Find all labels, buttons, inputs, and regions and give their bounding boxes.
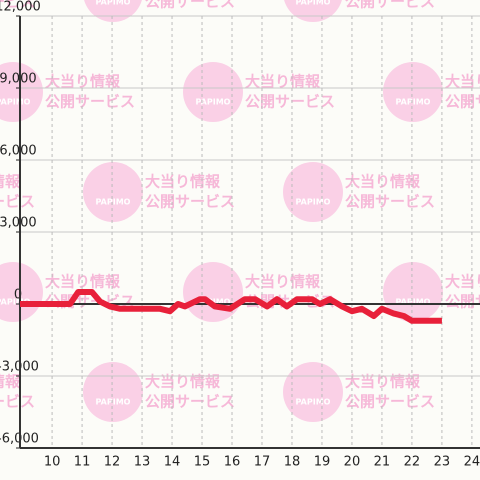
- x-tick-label: 15: [194, 455, 211, 470]
- x-tick-label: 16: [224, 455, 241, 470]
- watermark-text: 公開サービス: [145, 0, 235, 11]
- watermark-circle: [183, 62, 243, 122]
- y-tick-label: 6,000: [0, 144, 37, 159]
- watermark-text: 大当り情報: [0, 373, 21, 391]
- watermark-brand: PAPIMO: [396, 98, 431, 107]
- watermark-circle: [383, 262, 443, 322]
- y-tick-label: 9,000: [0, 72, 37, 87]
- watermark-text: 公開サービス: [0, 393, 35, 411]
- watermark-text: 大当り情報: [445, 273, 480, 291]
- x-tick-label: 18: [284, 455, 301, 470]
- y-tick-label: 3,000: [0, 216, 37, 231]
- x-tick-label: 19: [314, 455, 331, 470]
- x-tick-label: 14: [164, 455, 181, 470]
- watermark-brand: PAPIMO: [0, 98, 31, 107]
- x-tick-label: 23: [434, 455, 451, 470]
- x-tick-label: 10: [44, 455, 61, 470]
- watermarks: PAPIMO大当り情報公開サービスPAPIMO大当り情報公開サービスPAPIMO…: [0, 0, 480, 422]
- x-tick-label: 11: [74, 455, 91, 470]
- watermark-brand: PAPIMO: [296, 198, 331, 207]
- watermark-brand: PAPIMO: [396, 298, 431, 307]
- watermark-text: 公開サービス: [345, 0, 435, 11]
- x-tick-label: 21: [374, 455, 391, 470]
- y-tick-label: 0: [14, 288, 22, 303]
- watermark-circle: [83, 362, 143, 422]
- watermark-text: 公開サービス: [345, 393, 435, 411]
- watermark-circle: [183, 262, 243, 322]
- watermark-text: 公開サービス: [45, 93, 135, 111]
- watermark-text: 大当り情報: [45, 73, 121, 91]
- watermark-text: 大当り情報: [145, 173, 221, 191]
- watermark-circle: [0, 62, 43, 122]
- watermark-brand: PAPIMO: [96, 198, 131, 207]
- watermark-text: 公開サービス: [145, 193, 235, 211]
- watermark-text: 公開サービス: [345, 193, 435, 211]
- watermark-text: 公開サービス: [445, 293, 480, 311]
- watermark-text: 大当り情報: [0, 173, 21, 191]
- watermark-text: 大当り情報: [345, 173, 421, 191]
- watermark-text: 大当り情報: [345, 373, 421, 391]
- watermark-text: 公開サービス: [245, 93, 335, 111]
- watermark-circle: [283, 362, 343, 422]
- x-tick-label: 24: [464, 455, 480, 470]
- watermark-circle: [383, 62, 443, 122]
- watermark-brand: PAPIMO: [96, 0, 131, 7]
- x-tick-label: 22: [404, 455, 421, 470]
- watermark-text: 公開サービス: [0, 0, 35, 11]
- plot: -6,000-3,00003,0006,0009,00012,000101112…: [0, 0, 480, 470]
- watermark-text: 大当り情報: [145, 373, 221, 391]
- x-tick-label: 20: [344, 455, 361, 470]
- watermark-brand: PAPIMO: [296, 0, 331, 7]
- watermark-circle: [83, 162, 143, 222]
- watermark-text: 公開サービス: [0, 193, 35, 211]
- watermark-text: 大当り情報: [445, 73, 480, 91]
- watermark-brand: PAPIMO: [296, 398, 331, 407]
- x-tick-label: 13: [134, 455, 151, 470]
- watermark-text: 公開サービス: [445, 93, 480, 111]
- data-line: [20, 289, 442, 324]
- x-tick-label: 17: [254, 455, 271, 470]
- watermark-brand: PAPIMO: [196, 98, 231, 107]
- watermark-text: 大当り情報: [245, 73, 321, 91]
- y-tick-label: 12,000: [0, 0, 41, 15]
- watermark-brand: PAPIMO: [96, 398, 131, 407]
- watermark-text: 公開サービス: [145, 393, 235, 411]
- watermark-text: 大当り情報: [245, 273, 321, 291]
- x-tick-label: 12: [104, 455, 121, 470]
- watermark-brand: PAPIMO: [0, 298, 31, 307]
- watermark-circle: [283, 162, 343, 222]
- watermark-text: 大当り情報: [45, 273, 121, 291]
